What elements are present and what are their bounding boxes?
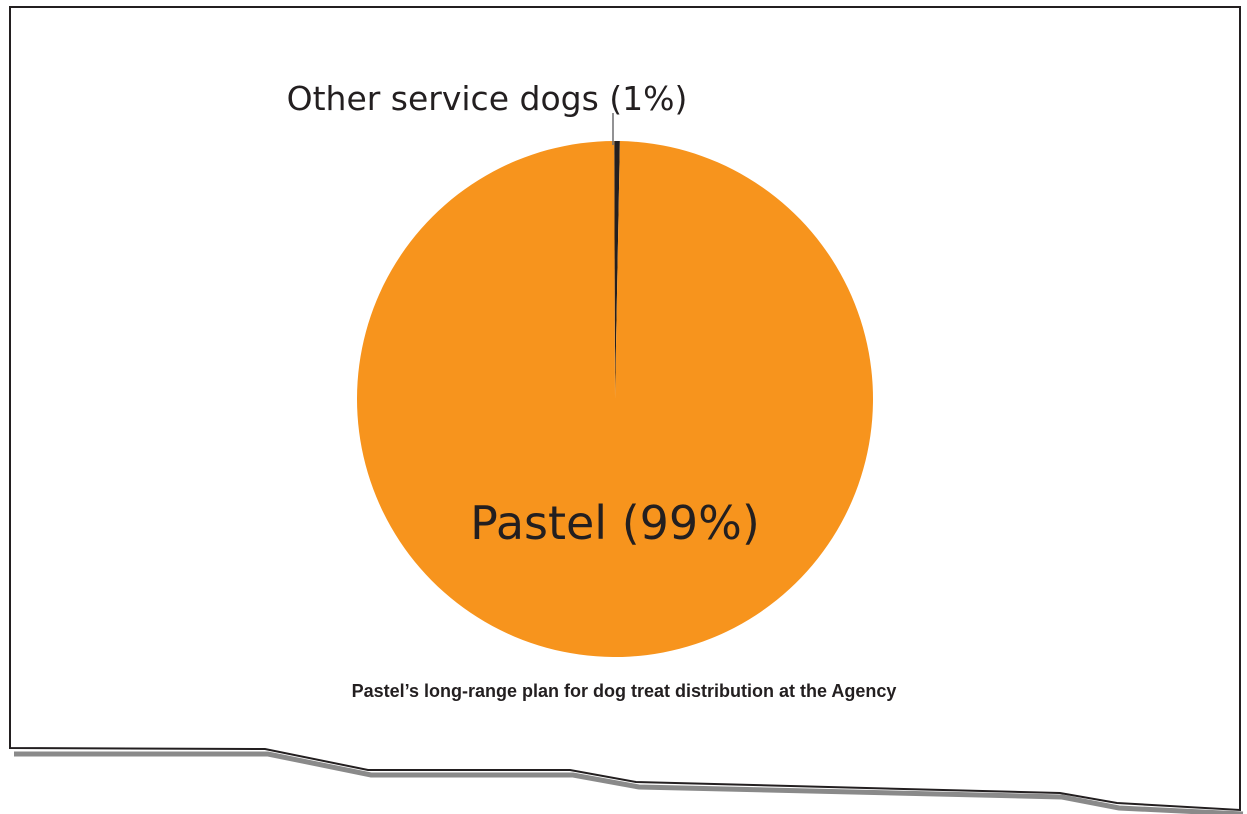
- pie-slice-other-service-dogs: [614, 141, 620, 400]
- slice-label-other: Other service dogs (1%): [287, 79, 688, 118]
- paper-shadow: [14, 751, 1244, 814]
- slice-label-pastel: Pastel (99%): [470, 496, 760, 550]
- pie-slice-pastel: [356, 141, 873, 657]
- pie-chart: [356, 141, 873, 657]
- chart-caption: Pastel’s long-range plan for dog treat d…: [352, 681, 897, 701]
